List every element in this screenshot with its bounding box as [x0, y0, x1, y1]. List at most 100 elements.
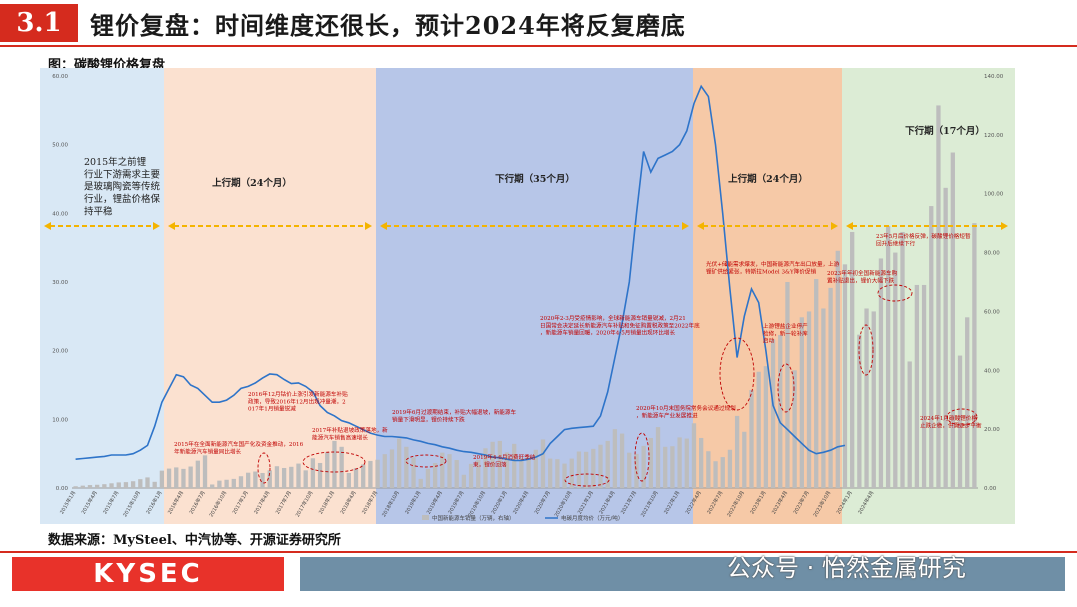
sales-bar — [583, 451, 589, 488]
phase-note-pre-2015: 2015年之前锂行业下游需求主要是玻璃陶瓷等传统行业，锂盐价格保持平稳 — [84, 156, 161, 217]
phase-label: 上行期（24个月） — [728, 173, 808, 185]
left-axis-tick-label: 20.00 — [52, 349, 68, 355]
sales-bar — [325, 452, 330, 488]
sales-bar — [361, 464, 366, 488]
highlight-ellipse — [946, 408, 978, 426]
watermark: 公众号 · 怡然金属研究 — [727, 554, 966, 582]
sales-bar — [389, 449, 395, 488]
phase-arrow-head — [1001, 222, 1008, 230]
highlight-ellipse — [777, 363, 795, 413]
highlight-ellipse — [877, 284, 913, 302]
sales-bar — [706, 451, 711, 488]
sales-bar — [238, 476, 244, 488]
sales-bar — [749, 390, 754, 488]
sales-bar — [763, 366, 769, 488]
phase-background — [40, 68, 164, 524]
annotation-text: 23年5月后价格反弹，碳酸锂价格短暂回升后继续下行 — [876, 232, 971, 247]
sales-bar — [699, 437, 704, 488]
phase-background — [842, 68, 1015, 524]
sales-bar — [828, 287, 833, 488]
sales-bar — [914, 284, 920, 488]
sales-bar — [454, 460, 459, 488]
sales-bar — [188, 466, 193, 488]
annotation-text: 2020年10月末国务院常务会议通过规划，新能源车产业发展推进 — [636, 404, 736, 419]
sales-bar — [619, 433, 625, 488]
sales-bar — [317, 462, 323, 488]
sales-bar — [648, 437, 653, 488]
sales-bar — [555, 459, 560, 488]
sales-bar — [461, 474, 467, 488]
sales-bar — [166, 468, 172, 488]
sales-bar — [540, 439, 546, 488]
sales-bar — [512, 443, 517, 488]
sales-bar — [274, 466, 280, 488]
sales-bar — [677, 437, 682, 488]
price-line — [75, 84, 846, 462]
sales-bar — [260, 472, 265, 488]
sales-bar — [116, 482, 121, 488]
sales-bar — [605, 440, 610, 488]
sales-bar — [519, 457, 524, 488]
sales-bar — [871, 311, 876, 488]
annotation-text: 2019年6月过渡期结束，补贴大幅退坡，新能源车销量下滑明显，锂价持续下跌 — [392, 408, 516, 423]
sales-bar — [569, 458, 574, 488]
sales-bar — [353, 468, 359, 488]
sales-bar — [778, 334, 783, 488]
annotation-text: 上游锂盐企业停产检修，新一轮补库启动 — [763, 322, 808, 345]
phase-label: 下行期（35个月） — [495, 173, 575, 185]
annotation-text: 2024年1月碳酸锂价格止跌企稳，供需逐步平衡 — [920, 414, 982, 429]
sales-bar — [231, 478, 236, 488]
right-axis-tick-label: 60.00 — [984, 309, 1000, 315]
sales-bar — [224, 479, 229, 488]
left-axis-tick-label: 40.00 — [52, 211, 68, 217]
sales-bar — [806, 311, 812, 488]
sales-bar — [857, 334, 862, 488]
section-number: 3.1 — [0, 4, 78, 42]
legend-label: 电碳月度均价（万元/吨） — [561, 514, 623, 522]
sales-bar — [627, 452, 632, 488]
sales-bar — [490, 441, 495, 488]
sales-bar — [655, 427, 661, 488]
annotation-text: 2015年在全面新能源汽车国产化及资金推动，2016 年新能源汽车销量同比增长 — [174, 440, 304, 455]
right-axis-tick-label: 0.00 — [984, 486, 997, 492]
sales-bar — [138, 479, 143, 488]
sales-bar — [375, 459, 380, 488]
sales-bar — [576, 451, 582, 488]
sales-bar — [864, 308, 869, 488]
phase-arrow-head — [846, 222, 853, 230]
sales-bar — [504, 452, 510, 488]
sales-bar — [483, 448, 488, 488]
phase-label: 上行期（24个月） — [212, 177, 292, 189]
highlight-ellipse — [564, 473, 610, 487]
right-axis-tick-label: 100.00 — [984, 192, 1004, 198]
sales-bar — [850, 231, 855, 488]
sales-bar — [929, 206, 934, 488]
annotation-text: 2016年12月钴价上涨引发新能源车补贴政策，导致2016年12月出现冲量潮，2… — [248, 390, 348, 413]
sales-bar — [742, 431, 747, 488]
page-title: 锂价复盘：时间维度还很长，预计2024年将反复磨底 — [90, 11, 686, 40]
sales-bar — [339, 446, 344, 488]
sales-bar — [943, 187, 948, 488]
sales-bar — [102, 484, 107, 488]
sales-bar — [900, 231, 905, 488]
sales-bar — [425, 468, 431, 488]
phase-background — [164, 68, 376, 524]
sales-bar — [612, 429, 618, 488]
sales-bar — [799, 317, 804, 488]
right-axis-tick-label: 80.00 — [984, 251, 1000, 257]
sales-bar — [418, 478, 423, 488]
footer-divider — [0, 551, 1077, 553]
highlight-ellipse — [257, 452, 271, 484]
phase-arrow-head — [380, 222, 387, 230]
sales-bar — [95, 484, 100, 488]
sales-bar — [526, 457, 531, 488]
sales-bar — [152, 481, 157, 488]
sales-bar — [641, 445, 646, 488]
sales-bar — [921, 284, 927, 488]
sales-bar — [253, 471, 258, 488]
legend-label: 中国新能源车销量（万辆，右轴） — [432, 514, 515, 522]
highlight-ellipse — [405, 454, 447, 468]
sales-bar — [972, 223, 977, 488]
sales-bar — [440, 452, 445, 488]
highlight-ellipse — [634, 432, 650, 482]
